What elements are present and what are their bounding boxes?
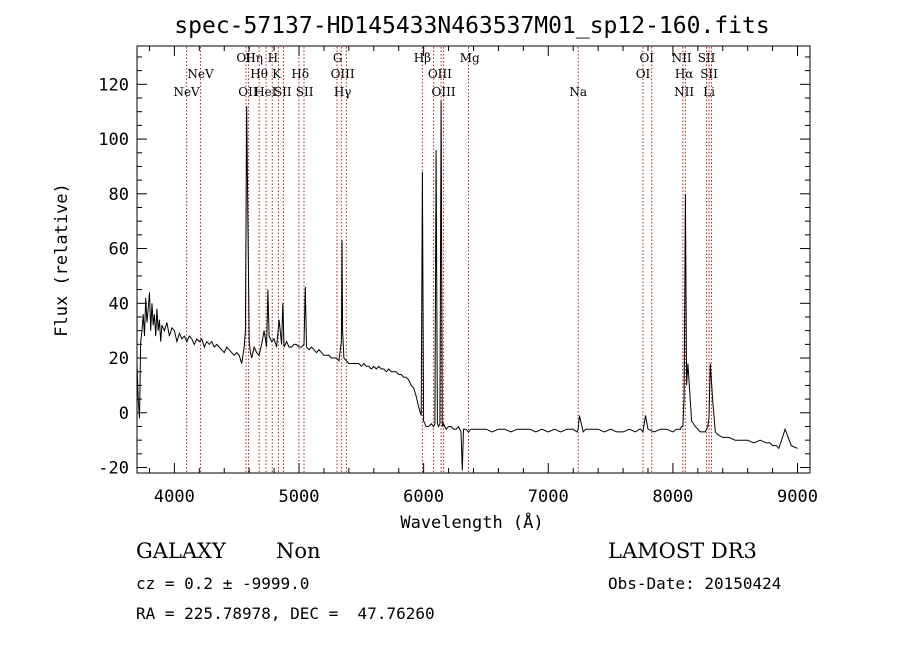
line-label-3: OII [238, 85, 258, 99]
line-label-8: K [272, 67, 282, 81]
line-label-7: H [268, 51, 278, 65]
line-label-20: OI [639, 51, 654, 65]
line-label-26: SII [700, 67, 718, 81]
x-tick-label-3: 7000 [528, 487, 569, 507]
x-tick-label-4: 8000 [652, 487, 693, 507]
x-tick-label-5: 9000 [777, 487, 818, 507]
y-tick-label-3: 40 [109, 294, 129, 314]
line-label-4: Hη [245, 51, 263, 65]
x-tick-label-0: 4000 [154, 487, 195, 507]
y-axis: -20 0 20 40 60 80 100 120 [98, 56, 810, 479]
y-tick-label-7: 120 [98, 75, 129, 95]
y-tick-label-2: 20 [109, 349, 129, 369]
line-label-5: Hθ [250, 67, 268, 81]
x-tick-label-1: 5000 [279, 487, 320, 507]
y-tick-label-0: -20 [98, 459, 129, 479]
y-tick-label-5: 80 [109, 185, 129, 205]
object-subclass: Non [276, 539, 321, 563]
line-label-1: NeV [187, 67, 214, 81]
line-label-25: SII [698, 51, 716, 65]
line-label-12: G [333, 51, 343, 65]
x-tick-label-2: 6000 [403, 487, 444, 507]
chart-title: spec-57137-HD145433N463537M01_sp12-160.f… [174, 13, 769, 39]
obs-date-text: Obs-Date: 20150424 [608, 574, 781, 593]
line-label-17: OIII [432, 85, 456, 99]
line-label-11: SII [296, 85, 314, 99]
line-label-21: OI [636, 67, 651, 81]
spectrum-line [136, 100, 798, 471]
line-label-15: Hβ [414, 51, 431, 65]
object-class: GALAXY [136, 539, 227, 563]
redshift-text: cz = 0.2 ± -9999.0 [136, 574, 309, 593]
line-label-22: NII [672, 51, 692, 65]
line-label-14: Hγ [334, 85, 352, 99]
coords-text: RA = 225.78978, DEC = 47.76260 [136, 604, 435, 623]
line-label-10: Hδ [291, 67, 309, 81]
line-label-13: OIII [331, 67, 355, 81]
line-label-2: OII [236, 51, 256, 65]
survey-name: LAMOST DR3 [608, 539, 757, 563]
line-label-16: OIII [428, 67, 452, 81]
line-label-23: Hα [675, 67, 694, 81]
line-label-19: Na [569, 85, 587, 99]
line-label-9: SII [274, 85, 292, 99]
line-label-27: Li [703, 85, 715, 99]
y-axis-label: Flux (relative) [52, 183, 72, 337]
y-tick-label-6: 100 [98, 130, 129, 150]
x-axis: 4000 5000 6000 7000 8000 9000 [148, 46, 818, 507]
line-label-0: NeV [173, 85, 200, 99]
x-axis-label: Wavelength (Å) [400, 511, 543, 533]
y-tick-label-4: 60 [109, 240, 129, 260]
line-markers [186, 47, 713, 472]
line-labels: NeVNeVOIIOIIHηHθHeIHKSIIHδSIIGOIIIHγHβOI… [173, 51, 718, 99]
line-label-18: Mg [460, 51, 480, 65]
line-label-24: NII [674, 85, 694, 99]
line-label-6: HeI [254, 85, 277, 99]
y-tick-label-1: 0 [119, 404, 129, 424]
